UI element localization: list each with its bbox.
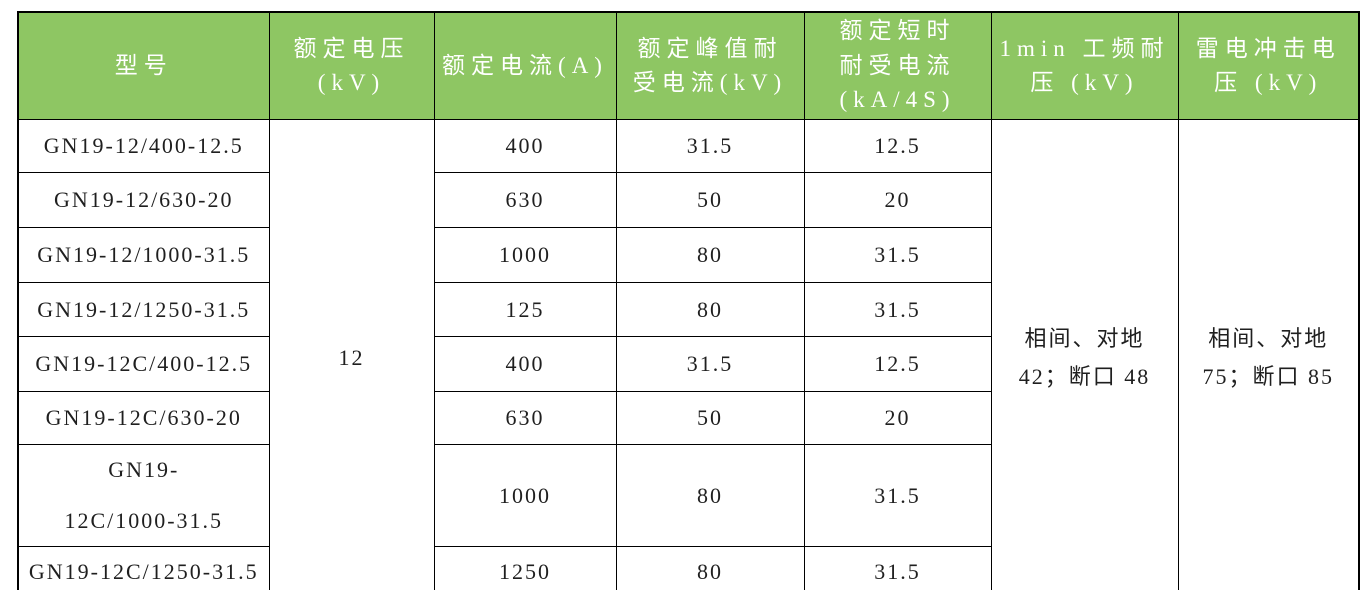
header-power-frequency-withstand: 1min 工频耐 压 (kV) (990, 11, 1179, 120)
header-rated-voltage: 额定电压 (kV) (268, 11, 435, 120)
peak-cell: 50 (615, 391, 805, 445)
table-row: GN19-12C/1250-31.5 1250 80 31.5 (17, 546, 1359, 590)
lightning-impulse-cell: 相间、对地 75；断口 85 (1177, 118, 1360, 590)
table-row: GN19-12C/630-20 630 50 20 (17, 391, 1359, 445)
table-row: GN19-12/400-12.5 12 400 31.5 12.5 相间、对地 … (17, 118, 1360, 590)
header-rated-current: 额定电流(A) (433, 11, 617, 120)
header-row: 型号 额定电压 (kV) 额定电流(A) 额定峰值耐 受电流(kV) 额定短时 … (17, 11, 1360, 120)
short-time-cell: 12.5 (803, 119, 992, 173)
peak-cell: 80 (615, 546, 805, 590)
current-cell: 1000 (433, 227, 617, 283)
current-cell: 125 (433, 282, 617, 337)
model-cell: GN19-12/630-20 (17, 172, 270, 228)
header-model: 型号 (17, 11, 270, 120)
rated-voltage-cell: 12 (268, 118, 435, 590)
current-cell: 1250 (433, 546, 617, 590)
peak-cell: 80 (615, 443, 805, 548)
peak-cell: 80 (615, 282, 805, 337)
current-cell: 1000 (433, 443, 617, 548)
short-time-cell: 31.5 (803, 546, 992, 590)
current-cell: 630 (433, 172, 617, 228)
current-cell: 630 (433, 391, 617, 445)
power-frequency-withstand-cell: 相间、对地 42；断口 48 (990, 118, 1179, 590)
peak-cell: 31.5 (615, 336, 805, 392)
short-time-cell: 31.5 (803, 282, 992, 337)
short-time-cell: 12.5 (803, 336, 992, 392)
model-cell: GN19-12/1250-31.5 (17, 282, 270, 337)
header-lightning-impulse: 雷电冲击电 压 (kV) (1177, 11, 1360, 120)
header-peak-withstand-current: 额定峰值耐 受电流(kV) (615, 11, 805, 120)
current-cell: 400 (433, 336, 617, 392)
table-row: GN19-12C/400-12.5 400 31.5 12.5 (17, 336, 1359, 392)
short-time-cell: 20 (803, 391, 992, 445)
peak-cell: 80 (615, 227, 805, 283)
peak-cell: 50 (615, 172, 805, 228)
current-cell: 400 (433, 119, 617, 173)
peak-cell: 31.5 (615, 119, 805, 173)
model-cell: GN19-12C/1250-31.5 (17, 546, 270, 590)
model-cell: GN19- 12C/1000-31.5 (17, 443, 270, 548)
table-row: GN19- 12C/1000-31.5 1000 80 31.5 (17, 443, 1359, 548)
model-cell: GN19-12/1000-31.5 (17, 227, 270, 283)
model-cell: GN19-12C/400-12.5 (17, 336, 270, 392)
short-time-cell: 31.5 (803, 443, 992, 548)
header-short-time-withstand-current: 额定短时 耐受电流 (kA/4S) (803, 11, 992, 120)
switchgear-spec-table: 型号 额定电压 (kV) 额定电流(A) 额定峰值耐 受电流(kV) 额定短时 … (17, 11, 1360, 590)
table-row: GN19-12/1250-31.5 125 80 31.5 (17, 282, 1359, 337)
model-cell: GN19-12/400-12.5 (17, 119, 270, 173)
short-time-cell: 31.5 (803, 227, 992, 283)
short-time-cell: 20 (803, 172, 992, 228)
model-cell: GN19-12C/630-20 (17, 391, 270, 445)
